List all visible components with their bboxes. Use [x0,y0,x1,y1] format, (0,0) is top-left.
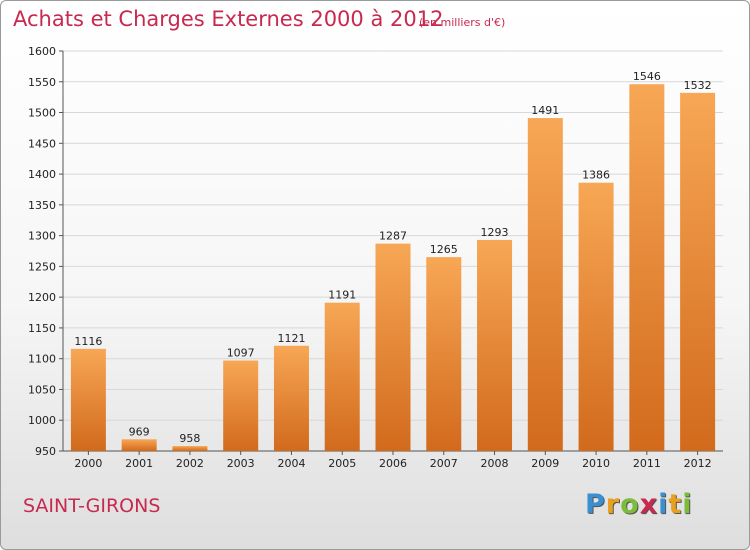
proxiti-logo: Proxiti [585,489,693,520]
bar-2006 [375,243,411,451]
x-tick-label-2003: 2003 [227,457,255,470]
y-tick-label: 1450 [28,137,56,150]
data-label-2004: 1121 [277,332,305,345]
x-tick-label-2004: 2004 [277,457,305,470]
y-tick-labels: 950 1000 1050 1100 1150 1200 1250 1300 1350 1400 1… [28,45,56,458]
data-label-2003: 1097 [227,347,255,360]
bar-2001 [121,439,157,451]
y-tick-label: 1100 [28,353,56,366]
bar-2002 [172,446,208,451]
x-tick-label-2000: 2000 [74,457,102,470]
y-tick-label: 950 [35,445,56,458]
data-label-2011: 1546 [633,70,661,83]
y-tick-label: 1150 [28,322,56,335]
bar-2009 [527,118,563,452]
logo-letter: i [682,489,693,520]
x-tick-label-2005: 2005 [328,457,356,470]
data-label-2010: 1386 [582,169,610,182]
commune-name: SAINT-GIRONS [23,495,161,517]
x-tick-label-2009: 2009 [531,457,559,470]
x-tick-label-2002: 2002 [176,457,204,470]
y-tick-label: 1350 [28,199,56,212]
data-label-2007: 1265 [430,243,458,256]
x-tick-labels: 2000 2001 2002 2003 2004 2005 2006 2007 2008 2009… [74,457,711,470]
data-label-2005: 1191 [328,289,356,302]
y-tick-label: 1200 [28,291,56,304]
x-tick-label-2010: 2010 [582,457,610,470]
bar-2005 [324,302,360,451]
data-labels: 1116 969 958 1097 1121 1191 1287 1265 1293 1491 13… [74,70,711,445]
logo-letter: t [668,489,683,520]
logo-letter: x [639,489,659,520]
y-tick-label: 1000 [28,414,56,427]
y-tick-label: 1600 [28,45,56,58]
y-tick-label: 1550 [28,76,56,89]
x-tick-label-2011: 2011 [633,457,661,470]
bar-2000 [70,348,106,451]
y-tick-label: 1250 [28,260,56,273]
logo-letter: i [658,489,669,520]
y-tick-label: 1500 [28,107,56,120]
data-label-2002: 958 [179,432,200,445]
bar-2012 [680,92,716,451]
y-tick-label: 1400 [28,168,56,181]
x-tick-label-2001: 2001 [125,457,153,470]
bar-2003 [223,360,259,451]
x-tick-label-2007: 2007 [430,457,458,470]
data-label-2000: 1116 [74,335,102,348]
bar-2007 [426,257,462,451]
y-tick-label: 1050 [28,383,56,396]
bar-2004 [273,345,309,451]
data-label-2008: 1293 [481,226,509,239]
logo-letter: o [620,489,640,520]
logo-letter: P [585,489,606,520]
logo-letter: r [605,489,621,520]
x-tick-label-2012: 2012 [684,457,712,470]
data-label-2006: 1287 [379,230,407,243]
bar-2010 [578,182,614,451]
data-label-2001: 969 [129,425,150,438]
bars [70,84,716,452]
data-label-2012: 1532 [684,79,712,92]
x-tick-label-2008: 2008 [481,457,509,470]
bar-2011 [629,84,665,451]
chart-subtitle: (en milliers d'€) [419,16,506,29]
x-tick-label-2006: 2006 [379,457,407,470]
bar-2008 [477,239,513,451]
y-tick-label: 1300 [28,230,56,243]
chart-title: Achats et Charges Externes 2000 à 2012 [13,7,444,31]
data-label-2009: 1491 [531,104,559,117]
